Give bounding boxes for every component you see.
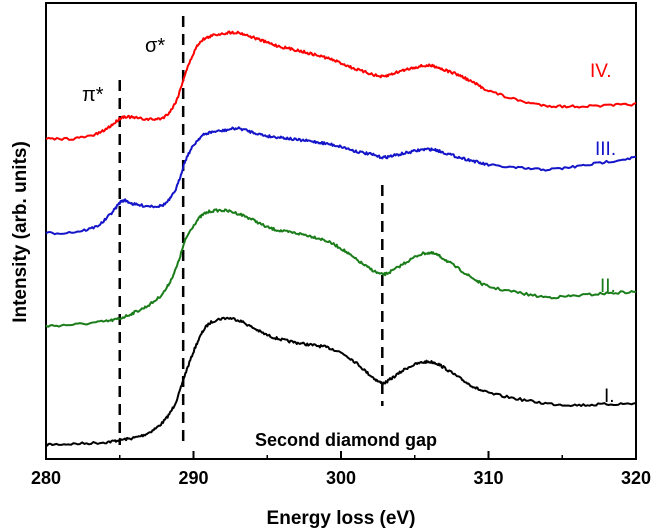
x-tick-label-4: 320 xyxy=(621,468,651,488)
series-line-0 xyxy=(45,316,637,447)
plot-area xyxy=(45,2,637,460)
series-layer xyxy=(45,30,637,447)
x-tick-label-0: 280 xyxy=(31,468,61,488)
gap-label: Second diamond gap xyxy=(255,430,437,450)
x-tick-label-3: 310 xyxy=(473,468,503,488)
series-label-iii: III. xyxy=(595,139,616,160)
x-tick-label-1: 290 xyxy=(178,468,208,488)
series-line-1 xyxy=(45,208,637,328)
series-line-2 xyxy=(45,126,636,236)
series-label-ii: II. xyxy=(600,276,616,297)
reference-lines xyxy=(118,16,384,448)
x-tick-label-2: 300 xyxy=(326,468,356,488)
series-line-3 xyxy=(45,30,637,141)
sigma-star-label: σ* xyxy=(145,35,165,57)
pi-star-label: π* xyxy=(82,84,104,106)
x-axis: 280 290 300 310 320 xyxy=(31,451,651,488)
x-axis-title: Energy loss (eV) xyxy=(267,508,416,529)
plot-frame xyxy=(45,2,637,460)
series-label-iv: IV. xyxy=(590,61,612,82)
series-label-i: I. xyxy=(604,386,615,407)
y-axis-title: Intensity (arb. units) xyxy=(10,141,31,323)
